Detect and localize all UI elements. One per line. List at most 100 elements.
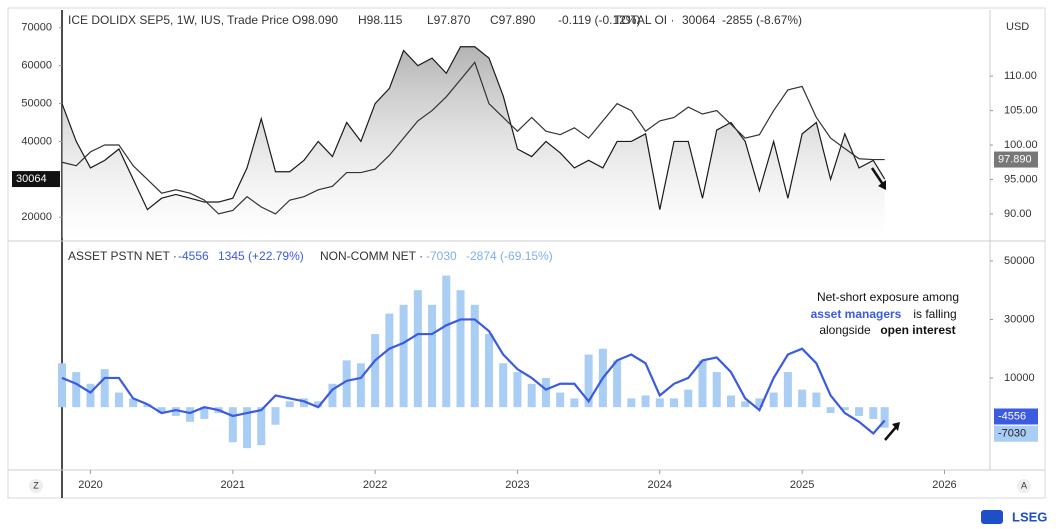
close: C97.890 xyxy=(490,13,536,27)
frame xyxy=(7,7,1046,499)
bar xyxy=(243,407,252,449)
labels: ICE DOLIDX SEP5, 1W, IUS, Trade Price O9… xyxy=(29,13,1047,524)
oi-change: -2855 (-8.67%) xyxy=(722,13,802,27)
value-badge xyxy=(994,425,1038,442)
bar xyxy=(527,383,536,408)
bar xyxy=(670,398,679,408)
bar xyxy=(470,304,479,408)
bar xyxy=(114,392,123,408)
bar xyxy=(741,401,750,408)
bar xyxy=(769,392,778,408)
value-badge xyxy=(12,171,60,188)
bar xyxy=(157,407,166,414)
bar xyxy=(285,401,294,408)
arrow-head xyxy=(878,180,886,190)
bar xyxy=(840,407,849,411)
bar xyxy=(513,372,522,408)
bar xyxy=(880,407,889,428)
bar xyxy=(726,395,735,408)
bar xyxy=(556,392,565,408)
corner-left[interactable]: Z xyxy=(33,480,39,490)
bar xyxy=(143,404,152,408)
x-tick-label: 2022 xyxy=(363,479,387,491)
am-change: 1345 (+22.79%) xyxy=(218,249,304,263)
x-tick-label: 2024 xyxy=(648,479,672,491)
low: L97.870 xyxy=(427,13,471,27)
y-tick-label: 60000 xyxy=(21,60,52,72)
x-tick-label: 2026 xyxy=(932,479,956,491)
oi-value: 30064 xyxy=(682,13,716,27)
area xyxy=(62,46,885,238)
x-tick-label: 2021 xyxy=(221,479,245,491)
annotation-emph1: asset managers xyxy=(811,307,902,321)
bar xyxy=(855,407,864,416)
bar xyxy=(456,290,465,408)
value-badge xyxy=(994,408,1038,425)
instrument: ICE DOLIDX SEP5, 1W, IUS, Trade Price xyxy=(68,13,289,27)
bar xyxy=(299,398,308,408)
y2-tick-label: 90.00 xyxy=(1004,208,1032,220)
bar xyxy=(442,275,451,408)
bar xyxy=(812,392,821,408)
annotation-emph2: open interest xyxy=(880,323,955,337)
value-badge-label: -4556 xyxy=(998,410,1026,422)
am-header: ASSET PSTN NET · xyxy=(68,249,177,263)
bar xyxy=(584,354,593,408)
x-tick-label: 2023 xyxy=(505,479,529,491)
bar xyxy=(655,398,664,408)
bar xyxy=(541,377,550,408)
annotation-mid: is falling xyxy=(913,307,956,321)
bar xyxy=(58,363,66,408)
y-tick-label: 30000 xyxy=(1004,313,1035,325)
y2-tick-label: 100.00 xyxy=(1004,139,1038,151)
bar xyxy=(570,398,579,408)
open: O98.090 xyxy=(292,13,338,27)
y-tick-label: 50000 xyxy=(1004,255,1035,267)
bar xyxy=(641,395,650,408)
nc-change: -2874 (-69.15%) xyxy=(466,249,553,263)
x-tick-label: 2025 xyxy=(790,479,814,491)
bar xyxy=(72,372,81,408)
currency: USD xyxy=(1006,21,1029,33)
y2-tick-label: 95.000 xyxy=(1004,173,1038,185)
bar xyxy=(783,372,792,408)
bar xyxy=(499,363,508,408)
bar xyxy=(869,407,878,419)
bar xyxy=(698,360,707,408)
corner-badge[interactable] xyxy=(29,479,43,493)
bar xyxy=(129,398,138,408)
bar xyxy=(798,389,807,408)
line xyxy=(61,318,886,436)
bar xyxy=(484,334,493,408)
corner-right[interactable]: A xyxy=(1021,480,1027,490)
corner-badge[interactable] xyxy=(1017,479,1031,493)
annotation-line3: alongside xyxy=(819,323,871,337)
bar xyxy=(684,389,693,408)
value-badge xyxy=(994,151,1038,168)
value-badge-label: 30064 xyxy=(16,173,47,185)
bar xyxy=(826,407,835,414)
bar xyxy=(171,407,180,416)
y-tick-label: 10000 xyxy=(1004,372,1035,384)
bar xyxy=(712,372,721,408)
high: H98.115 xyxy=(358,13,403,27)
value-badge-label: 97.890 xyxy=(998,153,1032,165)
bar xyxy=(328,383,337,408)
bar xyxy=(314,401,323,408)
bar xyxy=(428,304,437,408)
line xyxy=(61,61,885,215)
bar xyxy=(399,304,408,408)
y-tick-label: 40000 xyxy=(21,135,52,147)
x-tick-label: 2020 xyxy=(78,479,102,491)
bar xyxy=(228,407,237,443)
nc-value: -7030 xyxy=(426,249,457,263)
brand: LSEG xyxy=(1012,509,1047,524)
y-tick-label: 70000 xyxy=(21,22,52,34)
marks: 2020 2021 2022 2023 2024 2025 2026 20000 40000 50… xyxy=(12,22,1038,491)
y2-tick-label: 110.00 xyxy=(1004,70,1037,82)
line xyxy=(61,46,886,211)
bar xyxy=(86,383,95,408)
oi-header: TOTAL OI · xyxy=(614,13,674,27)
y-tick-label: 20000 xyxy=(21,211,52,223)
